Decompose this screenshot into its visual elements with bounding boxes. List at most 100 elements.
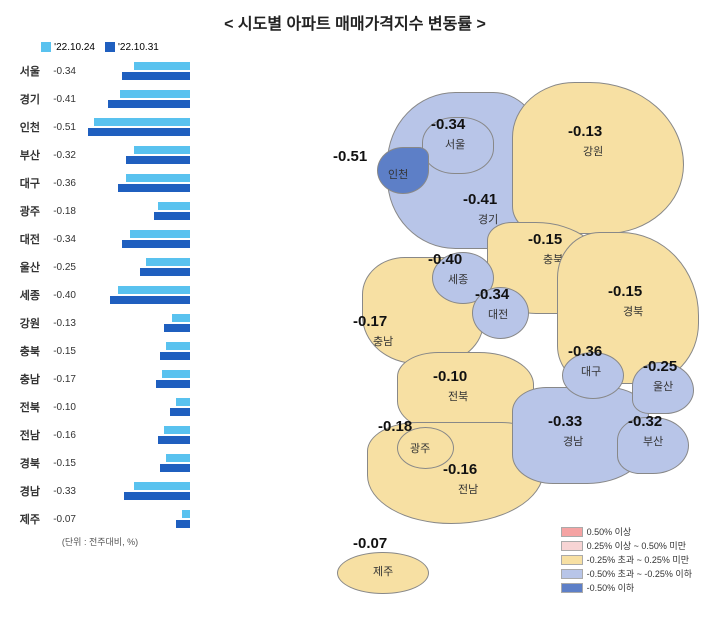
region-value: -0.17: [353, 313, 387, 330]
region-incheon: -0.51인천: [377, 147, 429, 194]
region-value: -0.51: [333, 148, 367, 165]
region-value: -0.07: [353, 535, 387, 552]
chart-title: < 시도별 아파트 매매가격지수 변동률 >: [10, 10, 700, 34]
bar-cell: [79, 227, 190, 251]
bar-cell: [79, 87, 190, 111]
bar-row: 강원-0.13: [10, 309, 190, 337]
bar-prev: [146, 258, 190, 266]
bar-row-value: -0.25: [44, 262, 79, 273]
bar-row: 경남-0.33: [10, 477, 190, 505]
bar-prev: [182, 510, 190, 518]
bar-curr: [160, 352, 190, 360]
map-legend-item: 0.50% 이상: [561, 525, 692, 538]
bar-cell: [79, 59, 190, 83]
bar-row: 충북-0.15: [10, 337, 190, 365]
bar-row-value: -0.10: [44, 402, 79, 413]
bar-legend: '22.10.24 '22.10.31: [10, 42, 190, 53]
region-value: -0.41: [463, 191, 497, 208]
bar-row-value: -0.34: [44, 66, 79, 77]
bar-row-value: -0.13: [44, 318, 79, 329]
map-legend-item: -0.25% 초과 ~ 0.25% 미만: [561, 553, 692, 566]
bar-cell: [79, 115, 190, 139]
region-name: 인천: [388, 166, 408, 182]
region-value: -0.13: [568, 123, 602, 140]
region-value: -0.18: [378, 418, 412, 435]
bar-curr: [126, 156, 190, 164]
bar-row-label: 전남: [10, 427, 44, 443]
bar-prev: [162, 370, 190, 378]
bar-cell: [79, 171, 190, 195]
bar-cell: [79, 339, 190, 363]
bar-row: 충남-0.17: [10, 365, 190, 393]
bar-row: 전남-0.16: [10, 421, 190, 449]
bar-row-label: 충북: [10, 343, 44, 359]
bar-row-label: 충남: [10, 371, 44, 387]
bar-curr: [140, 268, 190, 276]
region-seoul: -0.34서울: [422, 117, 494, 174]
map-legend-item: -0.50% 초과 ~ -0.25% 이하: [561, 567, 692, 580]
bar-cell: [79, 451, 190, 475]
bar-row: 인천-0.51: [10, 113, 190, 141]
bar-cell: [79, 311, 190, 335]
bar-curr: [108, 100, 190, 108]
bar-row-value: -0.40: [44, 290, 79, 301]
bar-row: 대전-0.34: [10, 225, 190, 253]
region-name: 울산: [653, 378, 673, 394]
bar-prev: [134, 62, 190, 70]
region-name: 세종: [448, 271, 468, 287]
map-legend-item: -0.50% 이하: [561, 581, 692, 594]
bar-row-label: 울산: [10, 259, 44, 275]
bar-row-label: 인천: [10, 119, 44, 135]
map-legend-swatch: [561, 583, 583, 593]
map-legend-swatch: [561, 555, 583, 565]
bar-row-value: -0.51: [44, 122, 79, 133]
bar-row-label: 제주: [10, 511, 44, 527]
region-name: 대구: [581, 363, 601, 379]
bar-row-label: 경남: [10, 483, 44, 499]
bar-prev: [94, 118, 190, 126]
bar-curr: [122, 72, 190, 80]
bar-cell: [79, 395, 190, 419]
map-legend-label: 0.50% 이상: [587, 525, 632, 538]
bar-row-value: -0.18: [44, 206, 79, 217]
bar-curr: [164, 324, 190, 332]
bar-row-label: 경기: [10, 91, 44, 107]
bar-row: 경북-0.15: [10, 449, 190, 477]
unit-note: (단위 : 전주대비, %): [10, 535, 190, 548]
legend-swatch: [41, 42, 51, 52]
region-value: -0.25: [643, 358, 677, 375]
map-legend-label: -0.50% 이하: [587, 581, 635, 594]
region-value: -0.32: [628, 413, 662, 430]
bar-cell: [79, 255, 190, 279]
region-name: 충남: [373, 333, 393, 349]
region-daejeon: -0.34대전: [472, 287, 529, 339]
region-value: -0.10: [433, 368, 467, 385]
region-name: 서울: [445, 136, 465, 152]
region-value: -0.15: [528, 231, 562, 248]
bar-curr: [170, 408, 190, 416]
bar-row: 광주-0.18: [10, 197, 190, 225]
bar-prev: [158, 202, 190, 210]
region-gangwon: -0.13강원: [512, 82, 684, 234]
region-name: 전남: [458, 481, 478, 497]
region-name: 경북: [623, 303, 643, 319]
bar-legend-item: '22.10.31: [105, 42, 159, 53]
map-legend-swatch: [561, 527, 583, 537]
legend-label: '22.10.24: [54, 42, 95, 53]
bar-row-value: -0.15: [44, 458, 79, 469]
bar-prev: [172, 314, 190, 322]
bar-curr: [158, 436, 190, 444]
bar-prev: [130, 230, 190, 238]
bar-curr: [160, 464, 190, 472]
region-value: -0.16: [443, 461, 477, 478]
bar-row: 경기-0.41: [10, 85, 190, 113]
bar-row-label: 세종: [10, 287, 44, 303]
region-name: 경남: [563, 433, 583, 449]
bar-row-label: 경북: [10, 455, 44, 471]
region-name: 경기: [478, 211, 498, 227]
bar-row: 울산-0.25: [10, 253, 190, 281]
bar-row-label: 강원: [10, 315, 44, 331]
map-legend-label: -0.25% 초과 ~ 0.25% 미만: [587, 553, 689, 566]
region-value: -0.15: [608, 283, 642, 300]
map-legend-label: -0.50% 초과 ~ -0.25% 이하: [587, 567, 692, 580]
